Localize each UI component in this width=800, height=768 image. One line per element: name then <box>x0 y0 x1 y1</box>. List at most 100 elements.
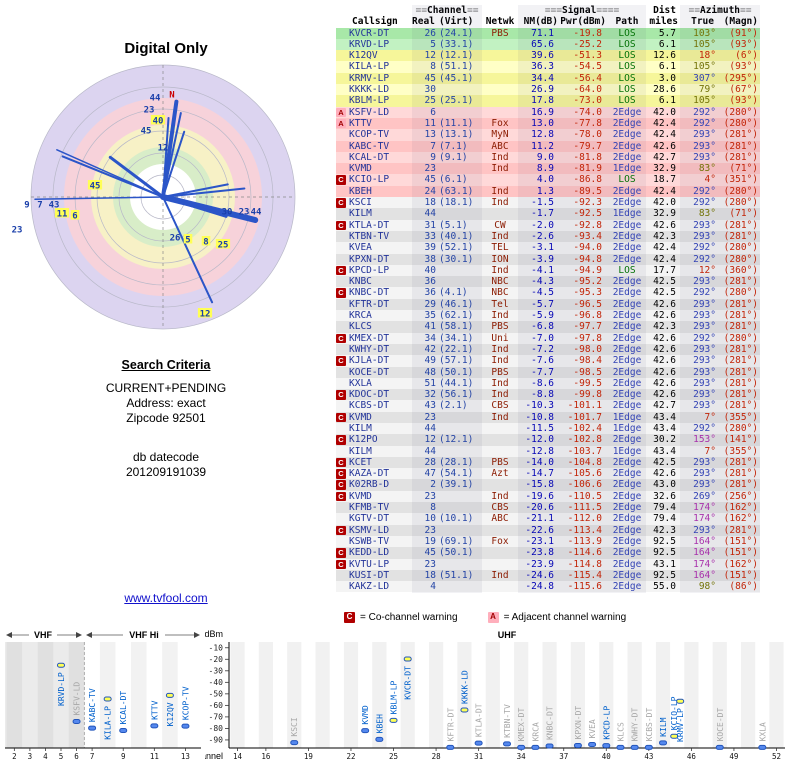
station-label: KCAL-DT <box>119 691 128 725</box>
table-cell: 42.6 <box>653 389 676 401</box>
signal-marker <box>644 744 653 750</box>
table-cell: (281°) <box>723 298 758 310</box>
column-header-true: True <box>691 16 714 28</box>
table-cell: 2Edge <box>612 151 642 163</box>
station-label: KRVD-LP <box>57 672 66 706</box>
table-row: KGTV-DT 10 (10.1) ABC -21.1 -112.0 2Edge 79.4 17… <box>336 513 760 525</box>
table-cell <box>482 95 518 106</box>
table-cell: (67°) <box>729 84 758 96</box>
table-row: C KEDD-LD 45 (50.1) -23.8 -114.6 2Edge 92.5 164°… <box>336 547 760 559</box>
table-row: C KTLA-DT 31 (5.1) CW -2.0 -92.8 2Edge 42.6 293° (… <box>336 219 760 231</box>
table-cell: -24.6 <box>525 569 554 581</box>
table-cell: (58.1) <box>439 321 474 333</box>
table-cell: 44 <box>424 445 436 457</box>
table-cell: 35 <box>424 310 436 322</box>
signal-spoke <box>162 196 214 304</box>
table-row: C KNBC-DT 36 (4.1) NBC -4.5 -95.3 2Edge 42.5 292°… <box>336 287 760 299</box>
table-cell: -93.4 <box>573 230 602 242</box>
signal-spoke <box>162 112 182 198</box>
table-cell: -2.6 <box>531 230 554 242</box>
table-cell: 71.1 <box>531 27 554 39</box>
radar-channel-label: 40 <box>153 117 164 127</box>
table-cell: -115.6 <box>567 581 602 593</box>
dbm-axis-label: dBm <box>205 629 223 639</box>
tvfool-link[interactable]: www.tvfool.com <box>124 591 208 605</box>
table-cell: 32.9 <box>653 163 676 175</box>
channel-tick-label: 3 <box>28 752 33 761</box>
radar-channel-label: 45 <box>90 182 101 192</box>
table-cell: 6.1 <box>658 61 676 73</box>
warnings-legend: C = Co-channel warning A = Adjacent chan… <box>344 612 626 623</box>
table-cell <box>482 559 518 570</box>
table-cell: 12.8 <box>531 129 554 141</box>
warning-cell: C <box>336 355 349 366</box>
table-cell: (5.1) <box>439 219 468 231</box>
table-cell: 42.5 <box>653 287 676 299</box>
warning-cell: C <box>336 457 349 468</box>
table-cell: 293° <box>693 524 716 536</box>
table-cell: 2Edge <box>612 502 642 514</box>
table-cell: 43.0 <box>653 479 676 491</box>
table-cell: KFMB-TV <box>349 502 390 514</box>
arrow-right-icon <box>76 632 82 638</box>
station-label: KPCD-LP <box>602 706 611 740</box>
signal-marker <box>181 723 190 729</box>
warning-cell: C <box>336 468 349 479</box>
signal-marker <box>72 719 81 724</box>
table-cell: 1Edge <box>612 411 642 423</box>
table-cell: 2Edge <box>612 558 642 570</box>
table-cell: (50.1) <box>439 366 474 378</box>
table-cell: (44.1) <box>439 377 474 389</box>
table-cell: 92.5 <box>653 569 676 581</box>
table-cell: -11.5 <box>525 422 554 434</box>
table-cell: 40 <box>424 264 436 276</box>
table-cell: 42.6 <box>653 310 676 322</box>
table-cell: 293° <box>693 321 716 333</box>
table-cell: 2 <box>430 479 436 491</box>
table-row: KILA-LP 8 (51.1) 36.3 -54.5 LOS 6.1 105° (93°) <box>336 61 760 73</box>
table-cell: 2Edge <box>612 535 642 547</box>
radar-channel-label: 7 <box>37 201 42 211</box>
table-cell: Fox <box>491 117 509 129</box>
search-mode: CURRENT+PENDING <box>105 381 227 395</box>
table-cell: Ind <box>491 230 509 242</box>
table-cell: 292° <box>693 185 716 197</box>
table-row: C K02RB-D 2 (39.1) -15.8 -106.6 2Edge 43.0 293° (… <box>336 479 760 491</box>
table-cell: -77.8 <box>573 117 602 129</box>
table-cell: 23 <box>424 490 436 502</box>
signal-marker <box>474 740 483 746</box>
table-cell: (151°) <box>723 569 758 581</box>
table-cell: -4.5 <box>531 287 554 299</box>
table-cell: 6.1 <box>658 38 676 50</box>
table-cell: 2Edge <box>612 581 642 593</box>
table-row: KABC-TV 7 (7.1) ABC 11.2 -79.7 2Edge 42.6 293° (2… <box>336 140 760 152</box>
table-cell: 28.6 <box>653 84 676 96</box>
signal-marker <box>88 725 97 731</box>
table-cell: CW <box>494 219 506 231</box>
table-cell: 42.6 <box>653 366 676 378</box>
table-cell <box>482 39 518 50</box>
channel-tick-label: 34 <box>517 752 527 761</box>
table-cell: 45 <box>424 174 436 186</box>
table-cell: -96.5 <box>573 298 602 310</box>
table-cell: LOS <box>618 38 636 50</box>
warning-cell: C <box>336 559 349 570</box>
table-cell: Azt <box>491 468 509 480</box>
station-label: KBLM-LP <box>390 680 399 714</box>
table-cell: 42.5 <box>653 276 676 288</box>
table-cell: -97.8 <box>573 332 602 344</box>
warning-cell: C <box>336 197 349 208</box>
table-cell: 2Edge <box>612 287 642 299</box>
table-cell: 2Edge <box>612 253 642 265</box>
table-cell: (162°) <box>723 513 758 525</box>
station-label: KOCE-DT <box>716 708 725 742</box>
signal-marker <box>165 692 174 698</box>
channel-tick-label: 31 <box>474 752 483 761</box>
label-highlight <box>197 308 213 318</box>
table-cell <box>436 84 482 95</box>
table-cell: 45 <box>424 72 436 84</box>
table-cell: 30 <box>424 84 436 96</box>
table-cell: 292° <box>693 332 716 344</box>
station-label: KCIO-LP <box>670 696 679 730</box>
